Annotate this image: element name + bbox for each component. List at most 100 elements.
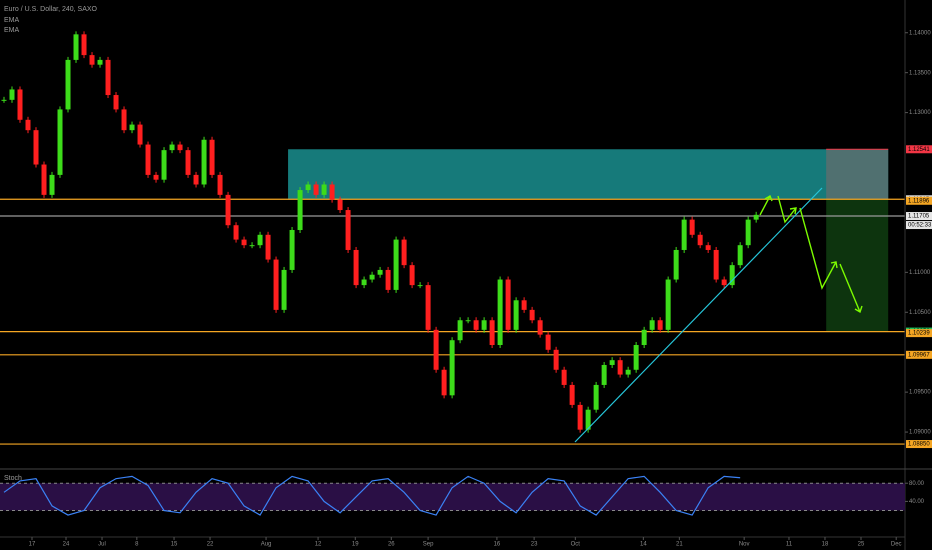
x-tick-label: 24 xyxy=(63,542,70,548)
arrow-head xyxy=(764,194,773,202)
indicator-label: EMA xyxy=(4,27,20,34)
candle-body xyxy=(721,279,727,286)
x-tick-label: Jul xyxy=(98,542,106,548)
x-tick-label: 12 xyxy=(315,542,322,548)
arrow xyxy=(759,195,771,216)
arrow-head xyxy=(854,305,863,314)
candle-body xyxy=(289,230,295,270)
candle-body xyxy=(697,234,703,246)
candle-body xyxy=(377,269,383,275)
x-tick-label: Dec xyxy=(891,542,902,548)
candle-body xyxy=(337,199,343,211)
candle-body xyxy=(321,184,327,195)
candle-body xyxy=(57,109,63,175)
x-tick-label: 15 xyxy=(171,542,178,548)
candle-body xyxy=(545,334,551,350)
candle-body xyxy=(209,139,215,175)
candle-body xyxy=(521,300,527,310)
candle-body xyxy=(305,184,311,191)
projection-arrows xyxy=(759,194,863,314)
x-tick-label: Aug xyxy=(261,542,272,548)
arrow xyxy=(839,263,861,313)
x-tick-label: 16 xyxy=(494,542,501,548)
candle-body xyxy=(105,59,111,96)
candle-body xyxy=(313,184,319,195)
zone xyxy=(288,149,889,200)
candle-body xyxy=(737,245,743,266)
stoch-tick-label: 80.00 xyxy=(909,481,925,487)
candle-body xyxy=(553,349,559,370)
countdown-badge xyxy=(906,221,932,230)
x-tick-label: 19 xyxy=(352,542,359,548)
x-tick-label: 26 xyxy=(388,542,395,548)
candle-body xyxy=(1,99,7,101)
candle-body xyxy=(97,59,103,65)
candle-body xyxy=(417,285,423,287)
price-badge-label: 1.11705 xyxy=(908,214,930,220)
candle-body xyxy=(433,329,439,370)
candle-body xyxy=(489,320,495,346)
candle-body xyxy=(225,194,231,226)
candle-body xyxy=(625,369,631,375)
price-badge-label: 1.09967 xyxy=(908,352,930,358)
candle-body xyxy=(633,345,639,370)
stoch-line xyxy=(3,475,741,516)
candle-body xyxy=(9,89,15,100)
indicator-label: EMA xyxy=(4,17,20,24)
candle-body xyxy=(257,234,263,246)
chart-title: Euro / U.S. Dollar, 240, SAXO xyxy=(4,6,98,13)
x-tick-label: Oct xyxy=(571,542,581,548)
candle-body xyxy=(369,274,375,280)
candle-body xyxy=(601,364,607,385)
candle-body xyxy=(273,259,279,310)
candle-body xyxy=(177,144,183,151)
x-tick-label: 25 xyxy=(858,542,865,548)
zone xyxy=(826,199,889,332)
candle-body xyxy=(265,234,271,260)
x-tick-label: 22 xyxy=(207,542,214,548)
arrow-head xyxy=(830,261,838,269)
price-badge xyxy=(906,440,932,449)
zone xyxy=(826,149,889,200)
candle-body xyxy=(353,249,359,286)
candle-body xyxy=(281,269,287,310)
candle-body xyxy=(561,369,567,385)
candle-body xyxy=(449,340,455,396)
stoch-label: Stoch xyxy=(4,475,22,482)
x-tick-label: 11 xyxy=(786,542,793,548)
candle-body xyxy=(385,269,391,290)
x-tick-label: 8 xyxy=(135,542,139,548)
candle-body xyxy=(473,320,479,330)
candle-body xyxy=(665,279,671,330)
candle-body xyxy=(609,360,615,365)
y-tick-label: 1.14000 xyxy=(909,30,931,36)
arrow-head xyxy=(789,207,797,215)
candle-body xyxy=(145,144,151,175)
candle-body xyxy=(713,249,719,280)
candle-body xyxy=(593,384,599,410)
candle-body xyxy=(457,320,463,341)
candle-body xyxy=(121,109,127,131)
x-tick-label: Nov xyxy=(739,542,750,548)
candle-body xyxy=(89,55,95,65)
candle-body xyxy=(241,239,247,246)
candle-body xyxy=(577,404,583,430)
candle-body xyxy=(657,320,663,330)
arrow xyxy=(777,195,797,224)
candle-body xyxy=(681,219,687,250)
candle-body xyxy=(641,329,647,346)
x-tick-label: 23 xyxy=(531,542,538,548)
candle-body xyxy=(745,219,751,246)
candle-body xyxy=(113,95,119,110)
y-tick-label: 1.09000 xyxy=(909,430,931,436)
candle-body xyxy=(705,245,711,250)
candle-body xyxy=(617,360,623,375)
candle-body xyxy=(441,369,447,396)
candle-body xyxy=(217,174,223,195)
candle-body xyxy=(401,239,407,266)
candle-body xyxy=(393,239,399,290)
candle-body xyxy=(129,124,135,131)
candle-body xyxy=(41,164,47,195)
